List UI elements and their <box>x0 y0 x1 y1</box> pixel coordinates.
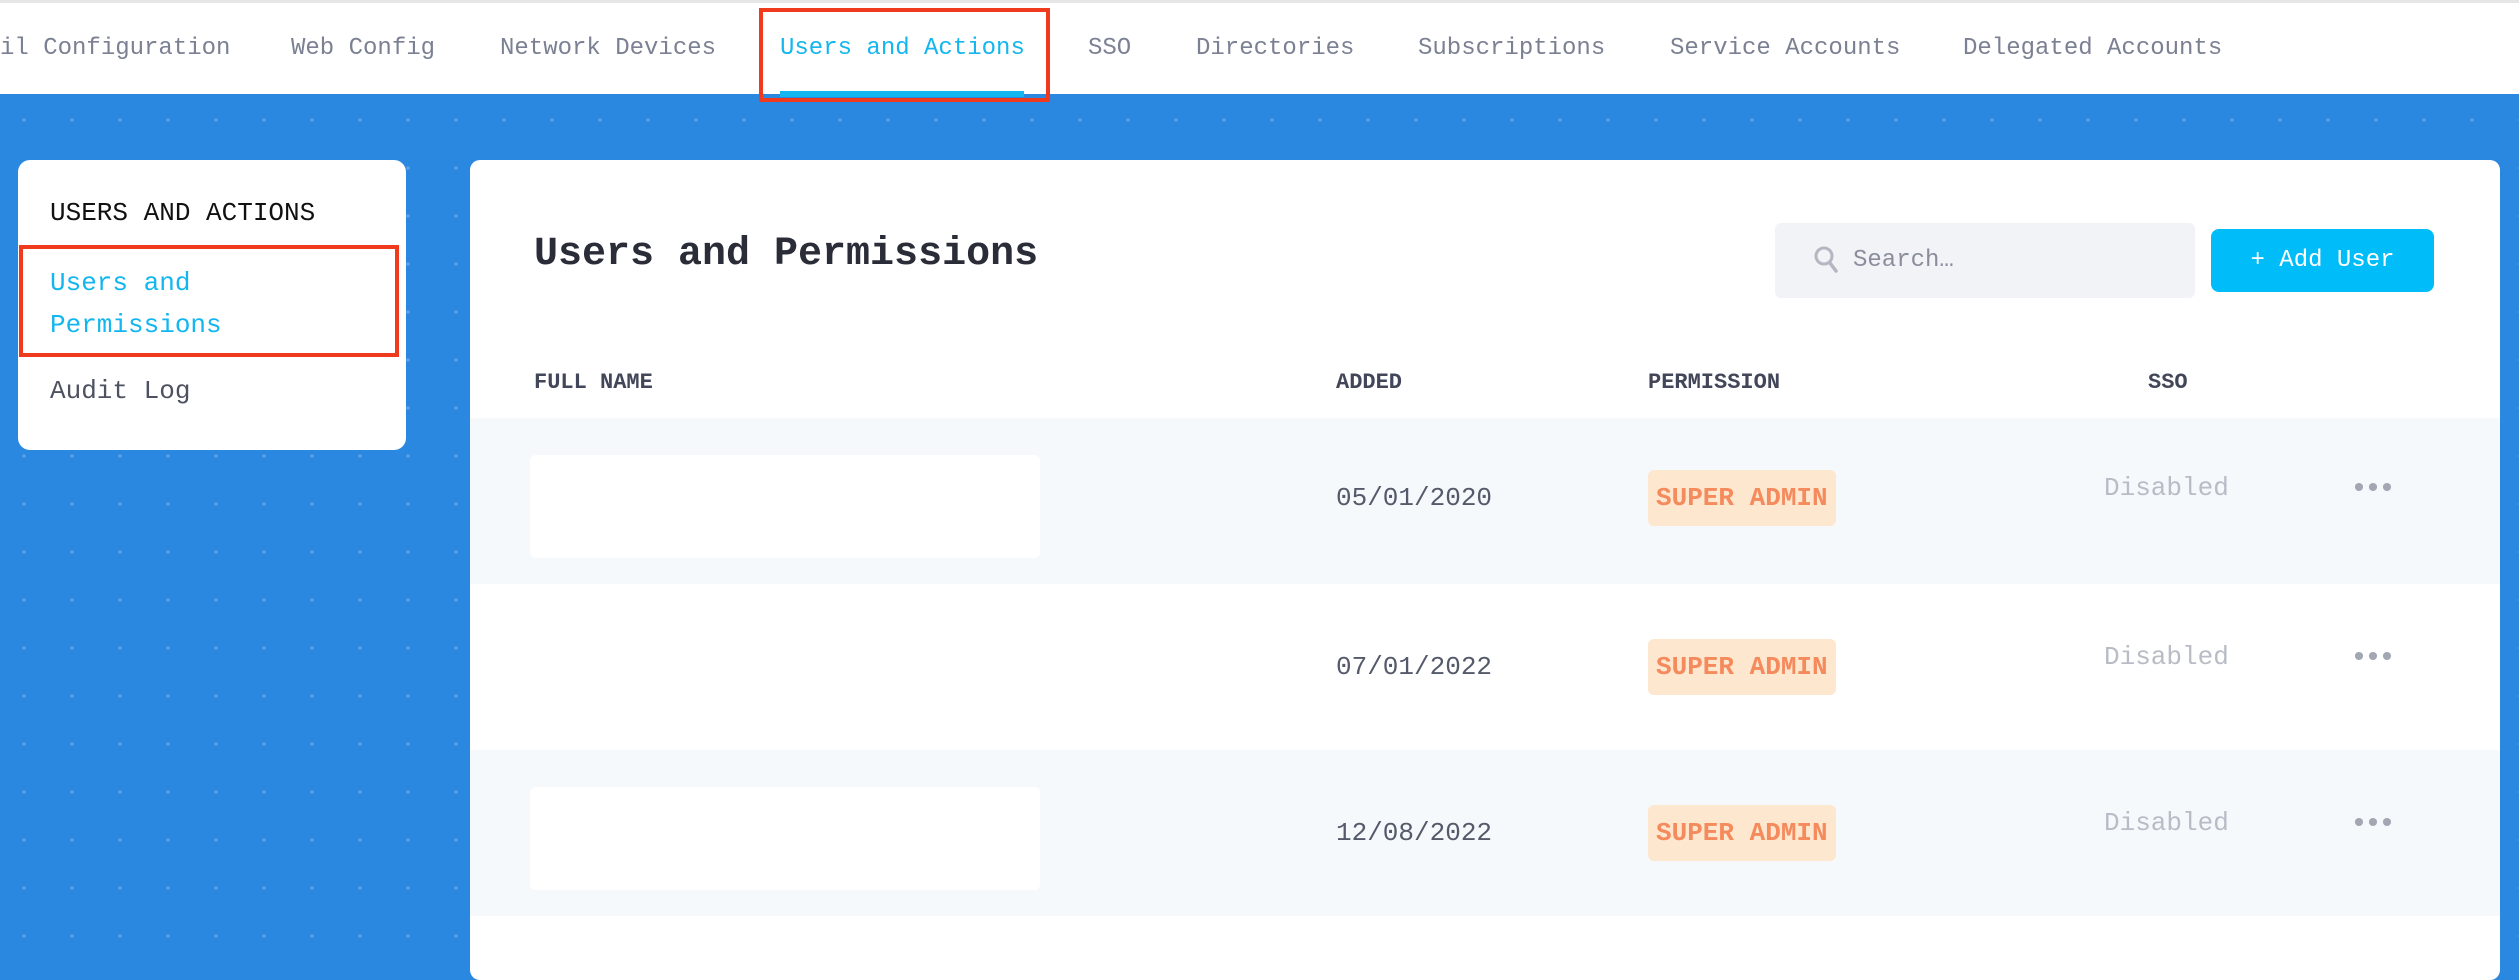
sidebar-item-label: Permissions <box>50 310 222 340</box>
active-tab-indicator <box>780 91 1024 97</box>
tab-delegated-accounts[interactable]: Delegated Accounts <box>1963 35 2223 62</box>
search-box[interactable] <box>1775 223 2195 298</box>
sidebar-item-users-and-permissions[interactable]: Users and Permissions <box>50 262 222 346</box>
more-options-icon[interactable]: ••• <box>2350 642 2396 676</box>
full-name-cell <box>530 455 1040 558</box>
added-date: 12/08/2022 <box>1336 818 1493 848</box>
permission-badge: SUPER ADMIN <box>1648 805 1836 861</box>
column-header-sso: SSO <box>2148 370 2188 395</box>
sidebar-item-label: Users and <box>50 268 191 298</box>
tab-service-accounts[interactable]: Service Accounts <box>1670 35 1901 62</box>
highlight-box-sidebar <box>19 245 399 357</box>
permission-badge: SUPER ADMIN <box>1648 639 1836 695</box>
page-title: Users and Permissions <box>534 232 1039 277</box>
added-date: 05/01/2020 <box>1336 483 1493 513</box>
table-row[interactable]: 05/01/2020 SUPER ADMIN Disabled ••• <box>470 418 2500 584</box>
table-row[interactable]: 12/08/2022 SUPER ADMIN Disabled ••• <box>470 750 2500 916</box>
column-header-permission: PERMISSION <box>1648 370 1781 395</box>
added-date: 07/01/2022 <box>1336 652 1493 682</box>
top-nav: il Configuration Web Config Network Devi… <box>0 0 2519 97</box>
permission-badge: SUPER ADMIN <box>1648 470 1836 526</box>
search-input[interactable] <box>1853 223 2173 298</box>
tab-subscriptions[interactable]: Subscriptions <box>1418 35 1606 62</box>
add-user-button[interactable]: + Add User <box>2211 229 2434 292</box>
tab-directories[interactable]: Directories <box>1196 35 1355 62</box>
sso-status: Disabled <box>2104 642 2229 672</box>
sidebar-item-audit-log[interactable]: Audit Log <box>50 376 191 406</box>
more-options-icon[interactable]: ••• <box>2350 473 2396 507</box>
sidebar: USERS AND ACTIONS Users and Permissions … <box>18 160 406 450</box>
tab-mail-configuration[interactable]: il Configuration <box>0 35 231 62</box>
tab-web-config[interactable]: Web Config <box>291 35 436 62</box>
table-row[interactable]: 07/01/2022 SUPER ADMIN Disabled ••• <box>470 584 2500 750</box>
sidebar-title: USERS AND ACTIONS <box>50 198 316 228</box>
full-name-cell <box>530 787 1040 890</box>
tab-network-devices[interactable]: Network Devices <box>500 35 717 62</box>
highlight-box-tab <box>759 8 1050 102</box>
users-panel: Users and Permissions + Add User FULL NA… <box>470 160 2500 980</box>
more-options-icon[interactable]: ••• <box>2350 808 2396 842</box>
column-header-full-name: FULL NAME <box>534 370 653 395</box>
sso-status: Disabled <box>2104 473 2229 503</box>
column-header-added: ADDED <box>1336 370 1403 395</box>
search-icon <box>1814 246 1838 273</box>
tab-users-and-actions[interactable]: Users and Actions <box>780 35 1025 62</box>
tab-sso[interactable]: SSO <box>1088 35 1132 62</box>
sso-status: Disabled <box>2104 808 2229 838</box>
